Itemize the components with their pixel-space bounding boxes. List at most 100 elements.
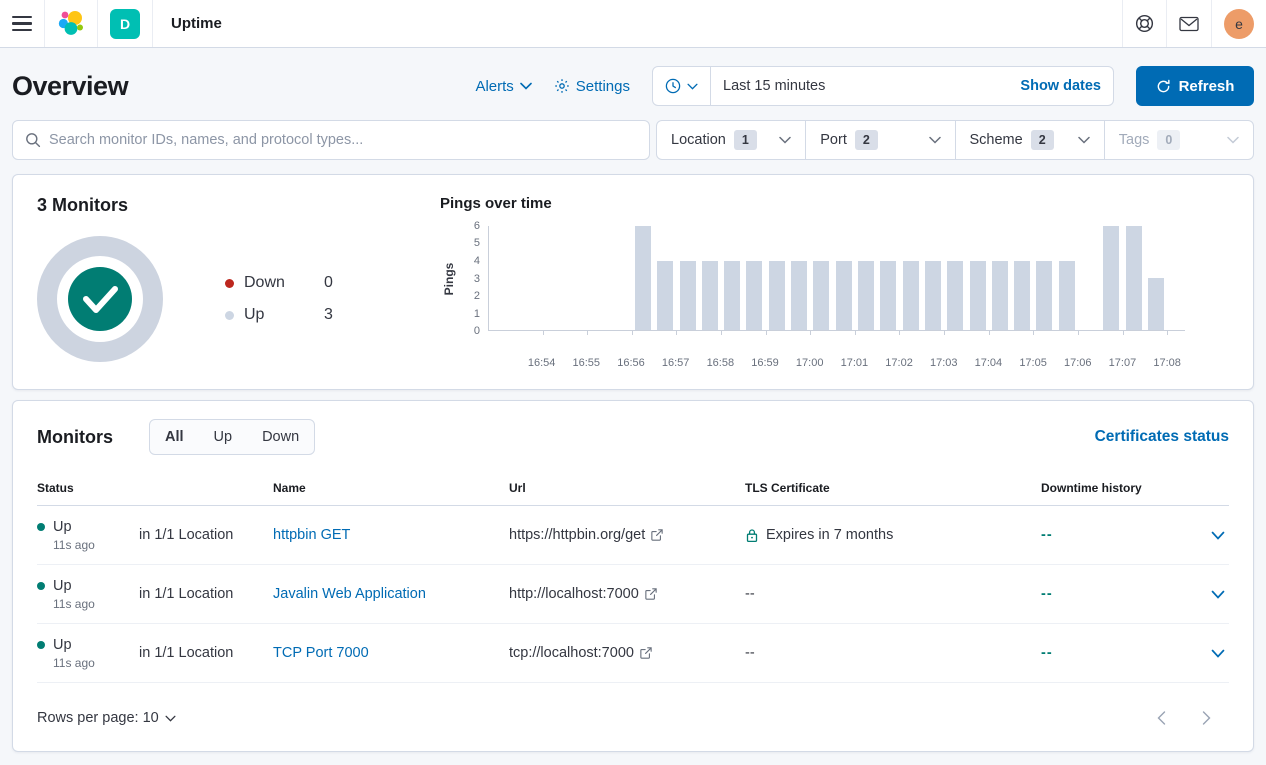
pings-chart-title: Pings over time <box>440 195 1229 212</box>
user-menu[interactable]: e <box>1211 0 1266 47</box>
x-tick-label: 16:56 <box>617 357 645 369</box>
monitors-count-title: 3 Monitors <box>37 195 422 216</box>
external-link-icon <box>640 647 652 659</box>
kibana-header: D Uptime e <box>0 0 1266 48</box>
legend-label: Down <box>244 274 324 292</box>
monitor-url-link[interactable]: tcp://localhost:7000 <box>509 645 745 661</box>
hamburger-menu-icon[interactable] <box>12 16 32 32</box>
monitors-table-header: Status Name Url TLS Certificate Downtime… <box>37 481 1229 506</box>
filter-location[interactable]: Location 1 <box>657 121 806 159</box>
col-name: Name <box>273 481 509 495</box>
monitor-url-link[interactable]: http://localhost:7000 <box>509 586 745 602</box>
location-cell: in 1/1 Location <box>139 645 273 661</box>
user-avatar: e <box>1224 9 1254 39</box>
ping-bar <box>947 261 963 330</box>
ping-bar <box>880 261 896 330</box>
refresh-button[interactable]: Refresh <box>1136 66 1254 106</box>
page-toolbar: Overview Alerts Settings Last 15 minutes… <box>0 48 1266 120</box>
ping-bar <box>858 261 874 330</box>
x-tick-label: 17:00 <box>796 357 824 369</box>
lock-icon <box>745 528 759 543</box>
x-tick-label: 16:57 <box>662 357 690 369</box>
settings-link[interactable]: Settings <box>554 78 630 95</box>
external-link-icon <box>651 529 663 541</box>
filter-label: Scheme <box>970 132 1023 148</box>
prev-page-button[interactable] <box>1153 707 1170 729</box>
chevron-left-icon <box>1157 711 1166 725</box>
monitor-name-link[interactable]: httpbin GET <box>273 527 350 543</box>
monitors-table-body: Up 11s ago in 1/1 Location httpbin GET https… <box>37 506 1229 683</box>
monitor-name-link[interactable]: TCP Port 7000 <box>273 645 369 661</box>
filter-count-badge: 2 <box>1031 130 1054 150</box>
rows-per-page-button[interactable]: Rows per page: 10 <box>37 710 176 726</box>
expand-row-button[interactable] <box>1207 645 1229 662</box>
space-selector[interactable]: D <box>98 0 153 47</box>
newsfeed-menu[interactable] <box>1166 0 1211 47</box>
time-range-display[interactable]: Last 15 minutes <box>711 67 1008 105</box>
status-label: Up <box>53 578 72 594</box>
help-menu[interactable] <box>1122 0 1166 47</box>
monitor-url-link[interactable]: https://httpbin.org/get <box>509 527 745 543</box>
x-tick-mark <box>855 331 856 335</box>
search-input[interactable] <box>49 132 637 148</box>
tab-all[interactable]: All <box>150 420 199 454</box>
ping-bar <box>702 261 718 330</box>
time-picker-quick-menu[interactable] <box>653 67 711 105</box>
refresh-icon <box>1156 79 1171 94</box>
filter-count-badge: 0 <box>1157 130 1180 150</box>
pings-chart: Pings 0123456 <box>440 226 1229 331</box>
filter-bar: Location 1 Port 2 Scheme 2 Tags 0 <box>0 120 1266 174</box>
x-tick-label: 17:07 <box>1109 357 1137 369</box>
x-tick-mark <box>1167 331 1168 335</box>
x-tick-mark <box>587 331 588 335</box>
help-lifering-icon <box>1135 14 1154 33</box>
show-dates-button[interactable]: Show dates <box>1008 67 1113 105</box>
pings-plot <box>488 226 1185 331</box>
last-check-time: 11s ago <box>53 538 139 552</box>
ping-bar <box>1126 226 1142 330</box>
ping-bar <box>1014 261 1030 330</box>
monitor-search[interactable] <box>12 120 650 160</box>
ping-bar <box>1103 226 1119 330</box>
filter-scheme[interactable]: Scheme 2 <box>956 121 1105 159</box>
status-legend: Down 0 Up 3 <box>225 274 333 324</box>
up-status-dot <box>37 641 45 649</box>
down-dot <box>225 279 234 288</box>
downtime-cell: -- <box>1041 586 1191 602</box>
downtime-cell: -- <box>1041 645 1191 661</box>
x-tick-label: 17:03 <box>930 357 958 369</box>
expand-row-button[interactable] <box>1207 527 1229 544</box>
chevron-down-icon <box>165 715 176 722</box>
tab-down[interactable]: Down <box>247 420 314 454</box>
pings-x-axis: 16:5416:5516:5616:5716:5816:5917:0017:01… <box>488 345 1185 375</box>
expand-row-button[interactable] <box>1207 586 1229 603</box>
next-page-button[interactable] <box>1198 707 1215 729</box>
chevron-down-icon <box>929 136 941 144</box>
tls-cell: Expires in 7 months <box>745 527 1041 543</box>
monitors-table: Status Name Url TLS Certificate Downtime… <box>37 481 1229 683</box>
location-cell: in 1/1 Location <box>139 586 273 602</box>
filter-port[interactable]: Port 2 <box>806 121 955 159</box>
tls-cell: -- <box>745 645 1041 661</box>
x-tick-mark <box>989 331 990 335</box>
ping-bar <box>724 261 740 330</box>
settings-label: Settings <box>576 78 630 95</box>
y-tick-label: 4 <box>474 255 480 267</box>
external-link-icon <box>645 588 657 600</box>
legend-down: Down 0 <box>225 274 333 292</box>
chevron-down-icon <box>1211 649 1225 658</box>
chevron-down-icon <box>520 82 532 90</box>
tab-up[interactable]: Up <box>199 420 248 454</box>
x-tick-mark <box>810 331 811 335</box>
elastic-logo[interactable] <box>45 0 98 47</box>
status-label: Up <box>53 519 72 535</box>
col-tls: TLS Certificate <box>745 481 1041 495</box>
nav-menu-section <box>0 0 45 47</box>
legend-value: 0 <box>324 274 333 292</box>
tls-text: -- <box>745 645 755 661</box>
alerts-dropdown[interactable]: Alerts <box>475 78 531 95</box>
page-title: Overview <box>12 71 128 102</box>
filter-group: Location 1 Port 2 Scheme 2 Tags 0 <box>656 120 1254 160</box>
certificates-status-link[interactable]: Certificates status <box>1095 428 1229 446</box>
monitor-name-link[interactable]: Javalin Web Application <box>273 586 426 602</box>
